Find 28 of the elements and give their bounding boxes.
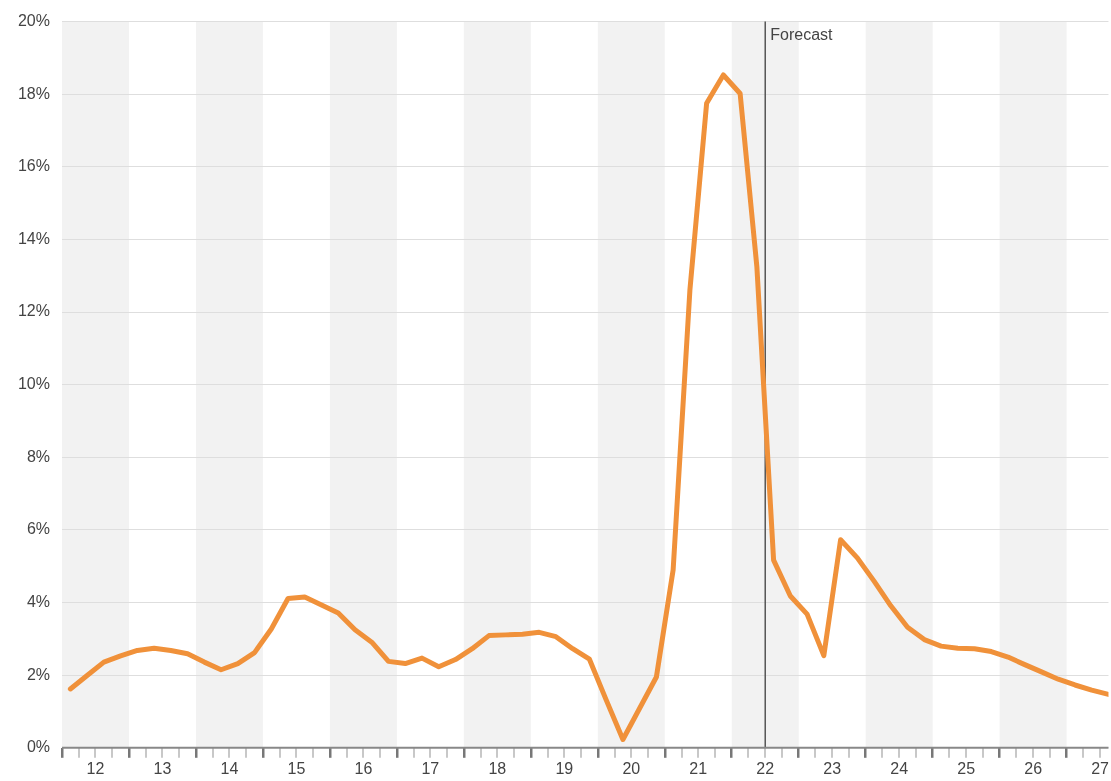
y-tick-label: 6%: [26, 520, 50, 538]
x-tick-label: 19: [555, 759, 574, 777]
x-tick-label: 15: [287, 759, 306, 777]
y-tick-label: 18%: [17, 84, 50, 102]
x-tick-label: 26: [1024, 759, 1043, 777]
y-tick-label: 10%: [17, 375, 50, 393]
x-tick-label: 17: [421, 759, 440, 777]
x-tick-label: 12: [86, 759, 105, 777]
ref-line-label: Forecast: [770, 26, 834, 44]
x-tick-label: 18: [488, 759, 507, 777]
x-tick-label: 13: [153, 759, 172, 777]
x-tick-label: 20: [622, 759, 641, 777]
x-tick-label: 27: [1091, 759, 1110, 777]
x-tick-label: 22: [756, 759, 775, 777]
x-tick-label: 14: [220, 759, 239, 777]
y-tick-label: 2%: [26, 665, 50, 683]
x-tick-label: 23: [823, 759, 842, 777]
x-tick-label: 16: [354, 759, 373, 777]
y-tick-label: 4%: [26, 592, 50, 610]
x-tick-label: 25: [957, 759, 976, 777]
y-tick-label: 20%: [17, 12, 50, 30]
y-tick-label: 0%: [26, 738, 50, 756]
x-tick-label: 24: [890, 759, 909, 777]
x-tick-label: 21: [689, 759, 708, 777]
y-tick-label: 12%: [17, 302, 50, 320]
y-tick-label: 8%: [26, 447, 50, 465]
y-tick-label: 16%: [17, 157, 50, 175]
y-tick-label: 14%: [17, 229, 50, 247]
